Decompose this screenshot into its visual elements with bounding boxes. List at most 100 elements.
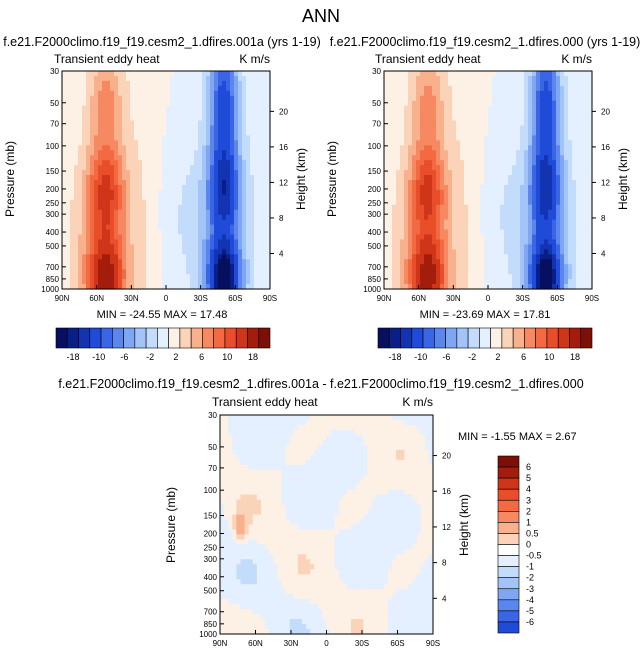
contour-cell <box>154 135 159 141</box>
contour-cell <box>564 165 569 171</box>
contour-cell <box>520 150 525 156</box>
contour-cell <box>146 165 151 171</box>
contour-cell <box>98 249 103 255</box>
contour-cell <box>388 125 393 132</box>
contour-cell <box>432 184 437 191</box>
contour-cell <box>190 135 195 141</box>
contour-cell <box>142 259 147 265</box>
contour-cell <box>170 125 175 132</box>
contour-cell <box>226 180 231 186</box>
contour-cell <box>496 209 501 216</box>
contour-cell <box>564 130 569 136</box>
contour-cell <box>508 85 513 92</box>
contour-cell <box>178 249 183 255</box>
contour-cell <box>78 71 83 77</box>
contour-cell <box>182 214 187 221</box>
contour-cell <box>318 419 324 426</box>
contour-cell <box>496 160 501 166</box>
contour-cell <box>548 244 553 250</box>
contour-cell <box>472 71 477 77</box>
contour-cell <box>170 244 175 250</box>
contour-cell <box>568 71 573 77</box>
contour-cell <box>456 175 461 181</box>
contour-cell <box>150 135 155 141</box>
contour-cell <box>400 180 405 186</box>
contour-cell <box>234 155 239 161</box>
contour-cell <box>444 259 449 265</box>
contour-cell <box>351 415 356 421</box>
contour-cell <box>206 110 211 117</box>
contour-cell <box>568 204 573 211</box>
y2-tick-label: 16 <box>279 143 288 152</box>
contour-cell <box>118 90 123 97</box>
contour-cell <box>258 199 263 206</box>
contour-cell <box>66 125 71 132</box>
contour-cell <box>564 105 569 112</box>
contour-cell <box>388 249 393 255</box>
contour-cell <box>584 214 589 221</box>
contour-cell <box>588 269 593 275</box>
contour-cell <box>126 204 131 211</box>
contour-cell <box>576 175 581 181</box>
contour-cell <box>568 75 573 82</box>
contour-cell <box>126 259 131 265</box>
contour-cell <box>436 279 441 285</box>
contour-cell <box>238 209 243 216</box>
contour-cell <box>396 234 401 241</box>
contour-cell <box>122 209 127 216</box>
contour-cell <box>536 284 541 290</box>
contour-cell <box>392 194 397 201</box>
contour-cell <box>492 160 497 166</box>
contour-cell <box>102 180 107 186</box>
contour-cell <box>452 100 457 107</box>
contour-cell <box>240 419 246 426</box>
contour-cell <box>536 194 541 201</box>
contour-cell <box>588 90 593 97</box>
contour-cell <box>416 189 421 196</box>
contour-cell <box>472 209 477 216</box>
contour-cell <box>428 175 433 181</box>
contour-cell <box>460 244 465 250</box>
contour-cell <box>238 264 243 270</box>
contour-cell <box>214 259 219 265</box>
contour-cell <box>536 95 541 102</box>
contour-cell <box>82 175 87 181</box>
contour-cell <box>158 274 163 280</box>
contour-cell <box>564 259 569 265</box>
contour-cell <box>580 199 585 206</box>
contour-cell <box>66 254 71 260</box>
contour-cell <box>544 120 549 127</box>
contour-cell <box>500 239 505 245</box>
contour-cell <box>214 194 219 201</box>
contour-cell <box>556 219 561 226</box>
contour-cell <box>556 274 561 280</box>
contour-cell <box>102 229 107 236</box>
contour-cell <box>468 249 473 255</box>
contour-cell <box>262 184 267 191</box>
contour-cell <box>244 419 250 426</box>
contour-cell <box>214 239 219 245</box>
contour-cell <box>528 140 533 146</box>
contour-cell <box>146 110 151 117</box>
contour-cell <box>396 239 401 245</box>
contour-cell <box>246 145 251 151</box>
contour-cell <box>134 71 139 77</box>
contour-cell <box>94 209 99 216</box>
contour-cell <box>258 85 263 92</box>
contour-cell <box>552 229 557 236</box>
contour-cell <box>568 224 573 231</box>
contour-cell <box>150 274 155 280</box>
contour-cell <box>62 204 67 211</box>
contour-cell <box>564 284 569 290</box>
contour-cell <box>158 249 163 255</box>
contour-cell <box>154 140 159 146</box>
contour-cell <box>468 155 473 161</box>
contour-cell <box>428 224 433 231</box>
contour-cell <box>520 80 525 87</box>
contour-cell <box>520 254 525 260</box>
contour-cell <box>146 160 151 166</box>
contour-cell <box>94 249 99 255</box>
contour-cell <box>238 170 243 176</box>
contour-cell <box>238 274 243 280</box>
contour-cell <box>524 110 529 117</box>
